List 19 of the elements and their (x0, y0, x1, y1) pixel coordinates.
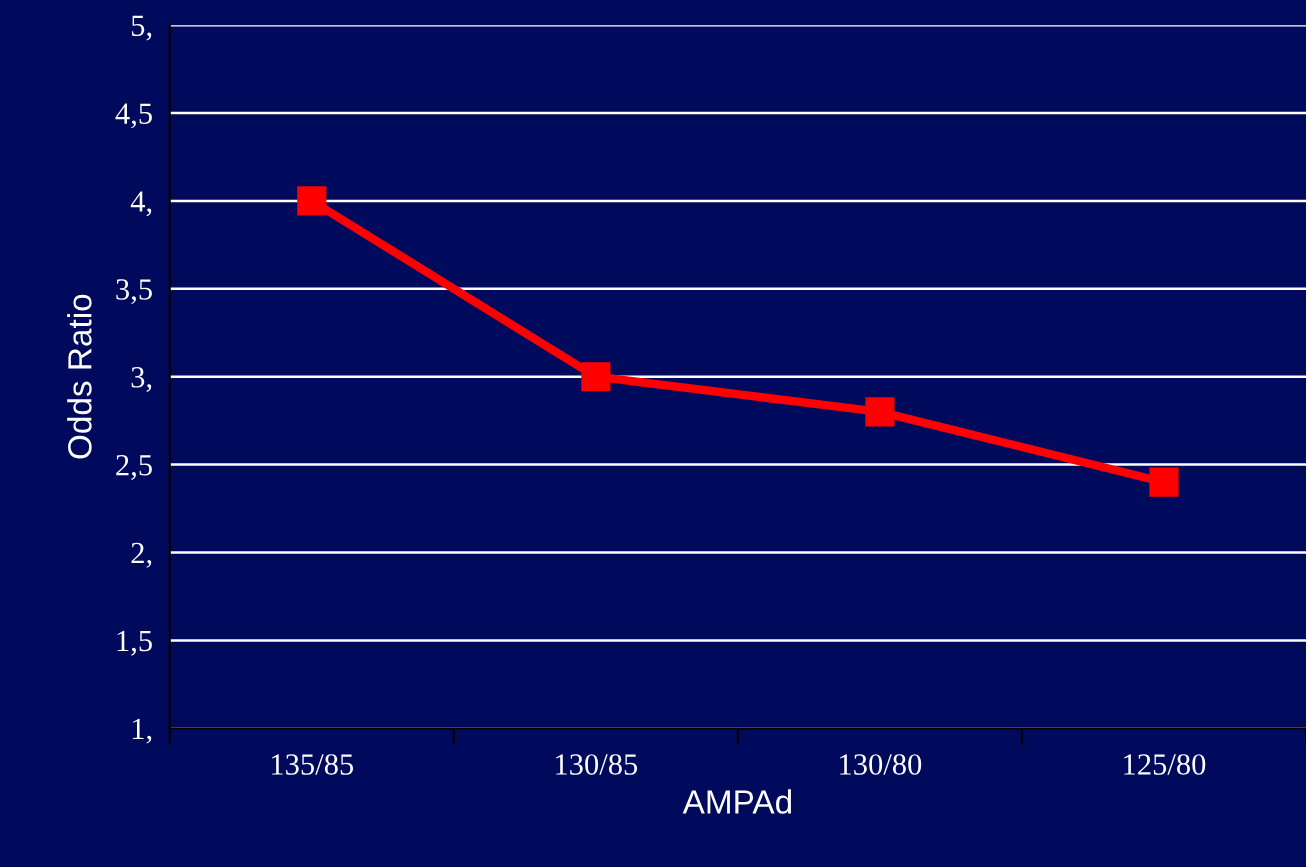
x-tick-label: 130/85 (556, 754, 638, 775)
y-tick-label: 2,5 (116, 454, 152, 480)
y-tick-label: 1,5 (117, 630, 152, 656)
point (297, 186, 327, 216)
x-tick-label: 135/85 (272, 754, 354, 775)
y-tick-label: 5, (131, 15, 152, 41)
point (865, 397, 895, 427)
x-axis-title: AMPAd (682, 789, 792, 814)
x-tick-label: 125/80 (1124, 754, 1206, 775)
y-tick-label: 4,5 (115, 103, 152, 129)
y-tick-label: 1, (132, 718, 152, 744)
y-axis-title: Odds Ratio (67, 294, 92, 459)
y-tick-label: 2, (131, 542, 152, 568)
y-tick-label: 3,5 (116, 279, 152, 305)
point (1149, 467, 1179, 497)
y-tick-label: 3, (131, 367, 152, 393)
point (581, 362, 611, 392)
y-tick-label: 4, (130, 191, 152, 217)
x-tick-label: 130/80 (840, 754, 922, 775)
